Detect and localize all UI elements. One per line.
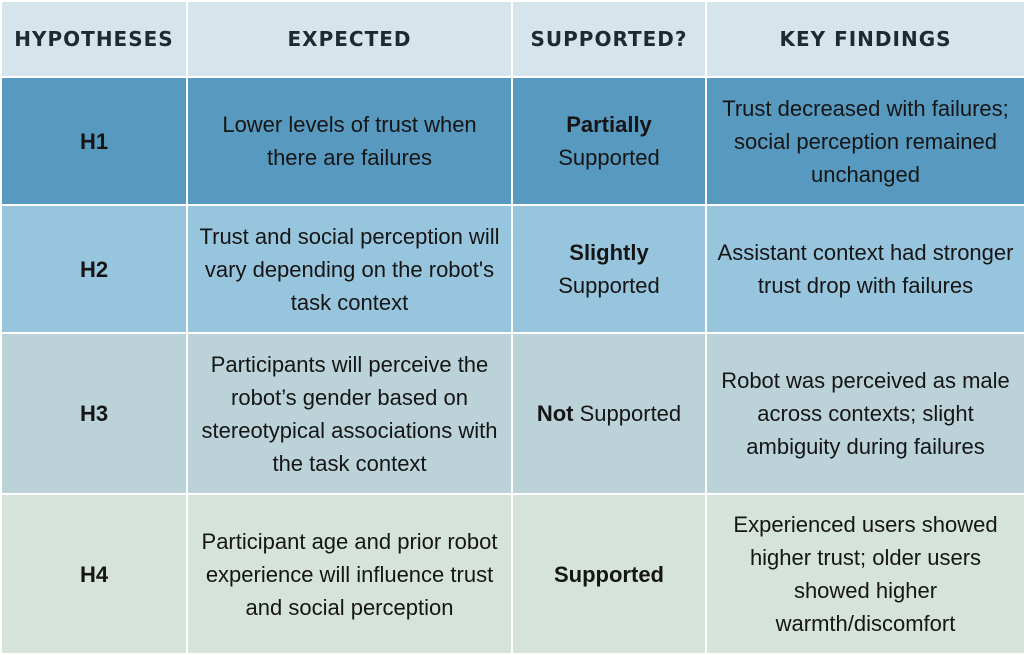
- expected-cell: Participants will perceive the robot’s g…: [186, 332, 513, 495]
- hypothesis-id: H2: [0, 204, 188, 334]
- support-label: Supported: [579, 401, 682, 426]
- table-row: H2 Trust and social perception will vary…: [0, 204, 1024, 334]
- header-expected: EXPECTED: [186, 0, 513, 78]
- supported-cell: Partially Supported: [511, 76, 707, 206]
- expected-cell: Lower levels of trust when there are fai…: [186, 76, 513, 206]
- support-level: Not: [536, 401, 574, 426]
- support-level: Supported: [554, 561, 664, 587]
- expected-cell: Trust and social perception will vary de…: [186, 204, 513, 334]
- header-row: HYPOTHESES EXPECTED SUPPORTED? KEY FINDI…: [0, 0, 1024, 78]
- supported-cell: Supported: [511, 493, 707, 655]
- findings-cell: Trust decreased with failures; social pe…: [705, 76, 1024, 206]
- table-row: H1 Lower levels of trust when there are …: [0, 76, 1024, 206]
- findings-cell: Assistant context had stronger trust dro…: [705, 204, 1024, 334]
- support-label: Supported: [558, 145, 660, 170]
- hypothesis-id: H1: [0, 76, 188, 206]
- supported-cell: Slightly Supported: [511, 204, 707, 334]
- supported-cell: Not Supported: [511, 332, 707, 495]
- header-hypotheses: HYPOTHESES: [0, 0, 188, 78]
- findings-cell: Robot was perceived as male across conte…: [705, 332, 1024, 495]
- table-row: H3 Participants will perceive the robot’…: [0, 332, 1024, 495]
- support-label: Supported: [558, 273, 660, 298]
- header-supported: SUPPORTED?: [511, 0, 707, 78]
- support-level: Slightly: [569, 240, 649, 265]
- hypothesis-id: H3: [0, 332, 188, 495]
- findings-cell: Experienced users showed higher trust; o…: [705, 493, 1024, 655]
- expected-cell: Participant age and prior robot experien…: [186, 493, 513, 655]
- support-level: Partially: [566, 112, 652, 137]
- table-row: H4 Participant age and prior robot exper…: [0, 493, 1024, 655]
- hypothesis-id: H4: [0, 493, 188, 655]
- header-key-findings: KEY FINDINGS: [705, 0, 1024, 78]
